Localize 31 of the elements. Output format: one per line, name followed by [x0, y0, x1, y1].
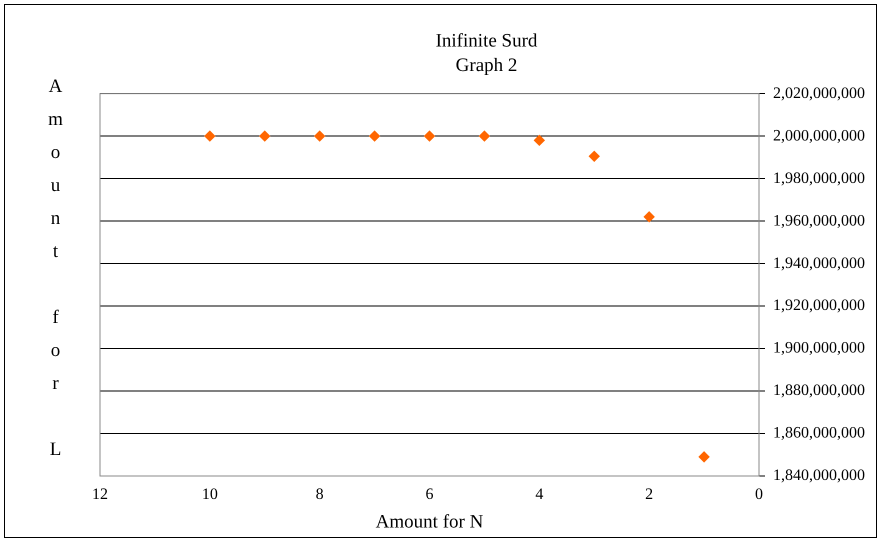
- point: [588, 150, 600, 162]
- point: [644, 211, 655, 222]
- point: [698, 451, 710, 462]
- y-tick-label: 1,900,000,000: [773, 340, 865, 357]
- y-tick-label: 2,020,000,000: [773, 84, 865, 102]
- point: [534, 134, 545, 146]
- x-tick-label: 6: [426, 486, 434, 503]
- point: [204, 130, 216, 142]
- point: [314, 130, 326, 142]
- point: [259, 130, 270, 142]
- y-tick-label: 1,980,000,000: [773, 170, 865, 187]
- point: [478, 130, 490, 142]
- y-tick-label: 1,960,000,000: [773, 212, 865, 230]
- x-tick-label: 2: [645, 486, 654, 503]
- chart-title: Inifinite Surd: [436, 30, 538, 52]
- x-tick-label: 8: [316, 486, 324, 503]
- x-tick-label: 0: [755, 486, 763, 503]
- point: [424, 130, 435, 142]
- x-tick-label: 10: [202, 486, 218, 503]
- point: [369, 130, 380, 142]
- y-tick-label: 2,000,000,000: [773, 127, 865, 144]
- y-tick-label: 1,860,000,000: [773, 424, 865, 442]
- x-axis-title: Amount for N: [376, 512, 484, 533]
- y-tick-label: 1,920,000,000: [773, 297, 865, 314]
- x-tick-label: 4: [535, 486, 544, 503]
- y-axis-title: Amount for L: [44, 76, 66, 474]
- y-tick-label: 1,840,000,000: [773, 467, 865, 484]
- y-tick-label: 1,940,000,000: [773, 254, 865, 272]
- y-tick-label: 1,880,000,000: [773, 382, 865, 400]
- x-tick-label: 12: [92, 486, 108, 503]
- chart-subtitle: Graph 2: [456, 55, 518, 76]
